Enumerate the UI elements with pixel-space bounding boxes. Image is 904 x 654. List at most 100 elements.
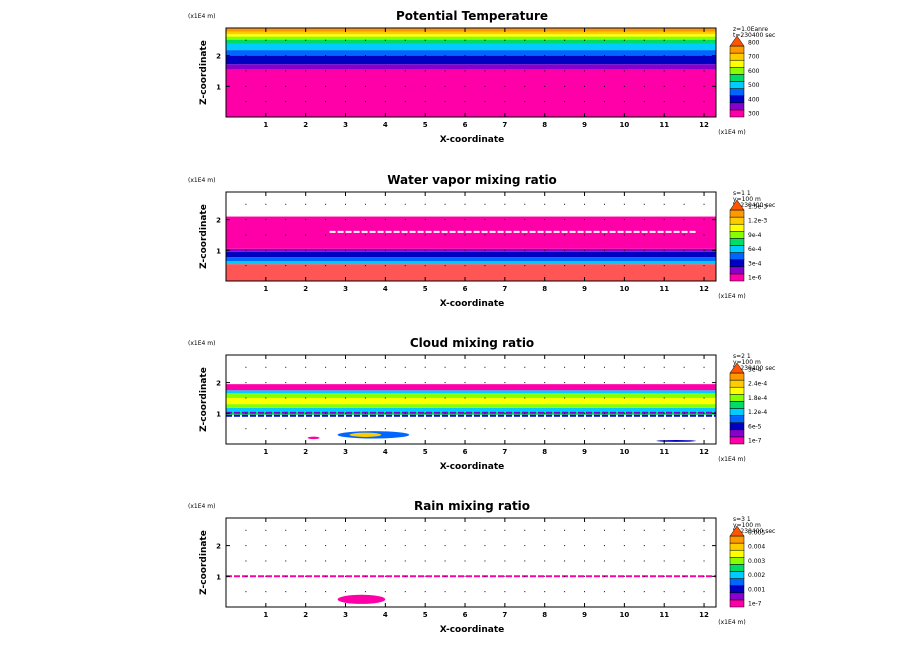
grid-dot [424,203,426,205]
grid-dot [245,591,247,593]
grid-dot [404,529,406,531]
grid-dot [265,575,267,577]
grid-dot [424,55,426,57]
colorbar-label: 1.2e-3 [748,218,767,225]
grid-dot [345,39,347,41]
y-axis-label: Z-coordinate [199,40,209,105]
x-tick-label: 7 [502,285,507,293]
grid-dot [345,529,347,531]
grid-dot [265,412,267,414]
x-unit-label: (x1E4 m) [718,456,745,463]
grid-dot [643,85,645,87]
grid-dot [524,219,526,221]
grid-dot [524,101,526,103]
z-unit-label: (x1E4 m) [188,340,215,347]
grid-dot [305,428,307,430]
grid-dot [703,397,705,399]
grid-dot [663,85,665,87]
grid-dot [404,219,406,221]
grid-dot [643,382,645,384]
y-tick-label: 2 [216,543,221,551]
grid-dot [364,382,366,384]
grid-dot [643,560,645,562]
grid-dot [424,412,426,414]
grid-dot [364,219,366,221]
colorbar-box [729,95,745,104]
grid-dot [285,85,287,87]
colorbar-box [729,564,745,572]
grid-dot [504,545,506,547]
grid-dot [564,85,566,87]
grid-dot [464,529,466,531]
grid-dot [245,219,247,221]
grid-dot [265,397,267,399]
grid-dot [504,412,506,414]
grid-dot [464,203,466,205]
grid-dot [424,575,426,577]
x-axis-label: X-coordinate [440,625,505,635]
x-unit-label: (x1E4 m) [718,129,745,136]
x-tick-label: 2 [303,448,308,456]
x-tick-label: 3 [343,611,348,619]
grid-dot [424,366,426,368]
grid-dot [404,234,406,236]
x-tick-label: 3 [343,285,348,293]
grid-dot [683,249,685,251]
grid-dot [544,249,546,251]
colorbar-box [729,394,745,402]
grid-dot [444,70,446,72]
grid-dot [265,560,267,562]
grid-dot [703,529,705,531]
grid-dot [484,101,486,103]
contour-band [226,257,716,262]
grid-dot [325,412,327,414]
grid-dot [245,560,247,562]
grid-dot [663,575,665,577]
grid-dot [623,234,625,236]
grid-dot [245,575,247,577]
grid-dot [703,382,705,384]
x-tick-label: 12 [699,121,709,129]
x-tick-label: 5 [423,121,428,129]
grid-dot [305,575,307,577]
grid-dot [345,85,347,87]
grid-dot [404,39,406,41]
grid-dot [384,203,386,205]
grid-dot [384,70,386,72]
grid-dot [285,366,287,368]
grid-dot [245,382,247,384]
grid-dot [345,249,347,251]
x-tick-label: 1 [263,448,268,456]
grid-dot [703,575,705,577]
colorbar-box [729,67,745,75]
x-tick-label: 2 [303,121,308,129]
grid-dot [364,412,366,414]
colorbar-label: 0.005 [748,529,765,536]
colorbar-box [729,549,745,558]
grid-dot [285,219,287,221]
grid-dot [584,428,586,430]
grid-dot [683,382,685,384]
grid-dot [643,428,645,430]
x-unit-label: (x1E4 m) [718,293,745,300]
grid-dot [265,545,267,547]
grid-dot [623,560,625,562]
grid-dot [384,529,386,531]
grid-dot [524,234,526,236]
grid-dot [584,234,586,236]
contour-band [226,384,716,391]
grid-dot [325,219,327,221]
x-axis-label: X-coordinate [440,462,505,472]
grid-dot [643,591,645,593]
grid-dot [544,412,546,414]
grid-dot [643,249,645,251]
grid-dot [504,39,506,41]
grid-dot [703,203,705,205]
grid-dot [544,85,546,87]
grid-dot [564,265,566,267]
grid-dot [663,219,665,221]
grid-dot [643,70,645,72]
contour-band [226,393,716,398]
colorbar-box [729,372,745,381]
